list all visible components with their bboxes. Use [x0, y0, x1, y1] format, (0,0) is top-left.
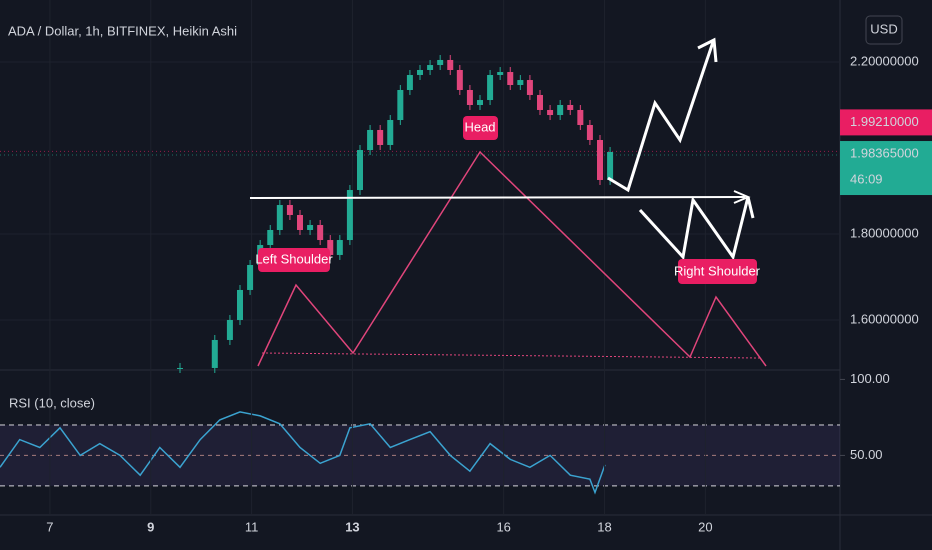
candle — [307, 225, 314, 230]
x-tick-label: 13 — [345, 519, 359, 534]
currency-label[interactable]: USD — [870, 21, 897, 36]
countdown-label: 46:09 — [850, 171, 883, 186]
candle — [456, 70, 463, 90]
y-tick-label: 2.20000000 — [850, 53, 919, 68]
candle — [547, 109, 554, 116]
price-label: 1.99210000 — [850, 114, 919, 129]
rsi-title: RSI (10, close) — [9, 395, 95, 410]
candle — [286, 205, 293, 215]
candle — [447, 59, 454, 71]
y-tick-label: 1.60000000 — [850, 311, 919, 326]
candle — [317, 225, 324, 241]
candle — [597, 140, 603, 180]
candle — [247, 264, 254, 290]
candle — [437, 59, 444, 66]
x-tick-label: 11 — [245, 519, 259, 534]
x-tick-label: 9 — [147, 519, 154, 534]
label-layer: 7 9 11 13 16 18 20 1.60000000 1.80000000 2.200000… — [46, 53, 932, 534]
candle — [211, 339, 218, 368]
chart-title: ADA / Dollar, 1h, BITFINEX, Heikin Ashi — [8, 23, 237, 38]
label-box — [463, 116, 498, 140]
candle — [577, 109, 584, 125]
candle — [406, 74, 413, 90]
x-tick-label: 20 — [698, 519, 712, 534]
label-box — [258, 248, 330, 272]
pattern-drawing — [249, 37, 767, 367]
candle — [567, 105, 574, 110]
price-label: 1.98365000 — [850, 145, 919, 160]
candle — [276, 205, 283, 230]
candle — [517, 80, 524, 86]
candle — [367, 129, 374, 151]
candle — [177, 367, 183, 369]
candle — [327, 240, 334, 255]
head-label: Head — [464, 119, 495, 134]
y-tick-label: 100.00 — [850, 371, 890, 386]
candle — [357, 150, 363, 191]
annotation-labels: Left Shoulder Head Right Shoulder — [255, 116, 761, 284]
candle — [267, 229, 274, 246]
candle — [497, 72, 504, 75]
label-box — [678, 259, 757, 284]
candle — [466, 89, 473, 106]
candle — [237, 289, 243, 320]
x-tick-label: 7 — [46, 519, 53, 534]
candle — [297, 214, 303, 230]
price-label-box — [840, 141, 932, 196]
neckline — [249, 196, 746, 199]
candle — [487, 74, 494, 101]
candle — [226, 319, 233, 340]
rsi-line — [0, 411, 606, 495]
y-tick-label: 1.80000000 — [850, 225, 919, 240]
candle — [336, 240, 343, 255]
candle — [537, 94, 543, 110]
x-tick-label: 16 — [496, 519, 510, 534]
candle — [607, 151, 614, 180]
candle — [387, 120, 394, 145]
candle — [397, 89, 404, 121]
candle — [346, 190, 353, 241]
down-path — [638, 196, 755, 261]
left-shoulder-label: Left Shoulder — [255, 251, 333, 266]
currency-button[interactable] — [865, 15, 903, 45]
candle — [417, 70, 423, 75]
candle — [507, 72, 514, 86]
base-line — [261, 352, 761, 359]
candle — [427, 65, 434, 71]
candle — [526, 80, 533, 95]
y-tick-label: 50.00 — [850, 447, 883, 462]
candle — [557, 105, 564, 116]
x-tick-label: 18 — [597, 519, 611, 534]
head-shoulders-line — [257, 150, 767, 367]
rsi-layer — [0, 378, 845, 495]
right-shoulder-label: Right Shoulder — [674, 263, 761, 278]
up-arrow — [697, 37, 718, 63]
candle — [377, 129, 384, 145]
grid-layer — [0, 0, 840, 515]
candle — [477, 100, 483, 106]
price-label-box — [840, 109, 932, 136]
up-path — [607, 41, 715, 193]
candle — [586, 124, 593, 141]
